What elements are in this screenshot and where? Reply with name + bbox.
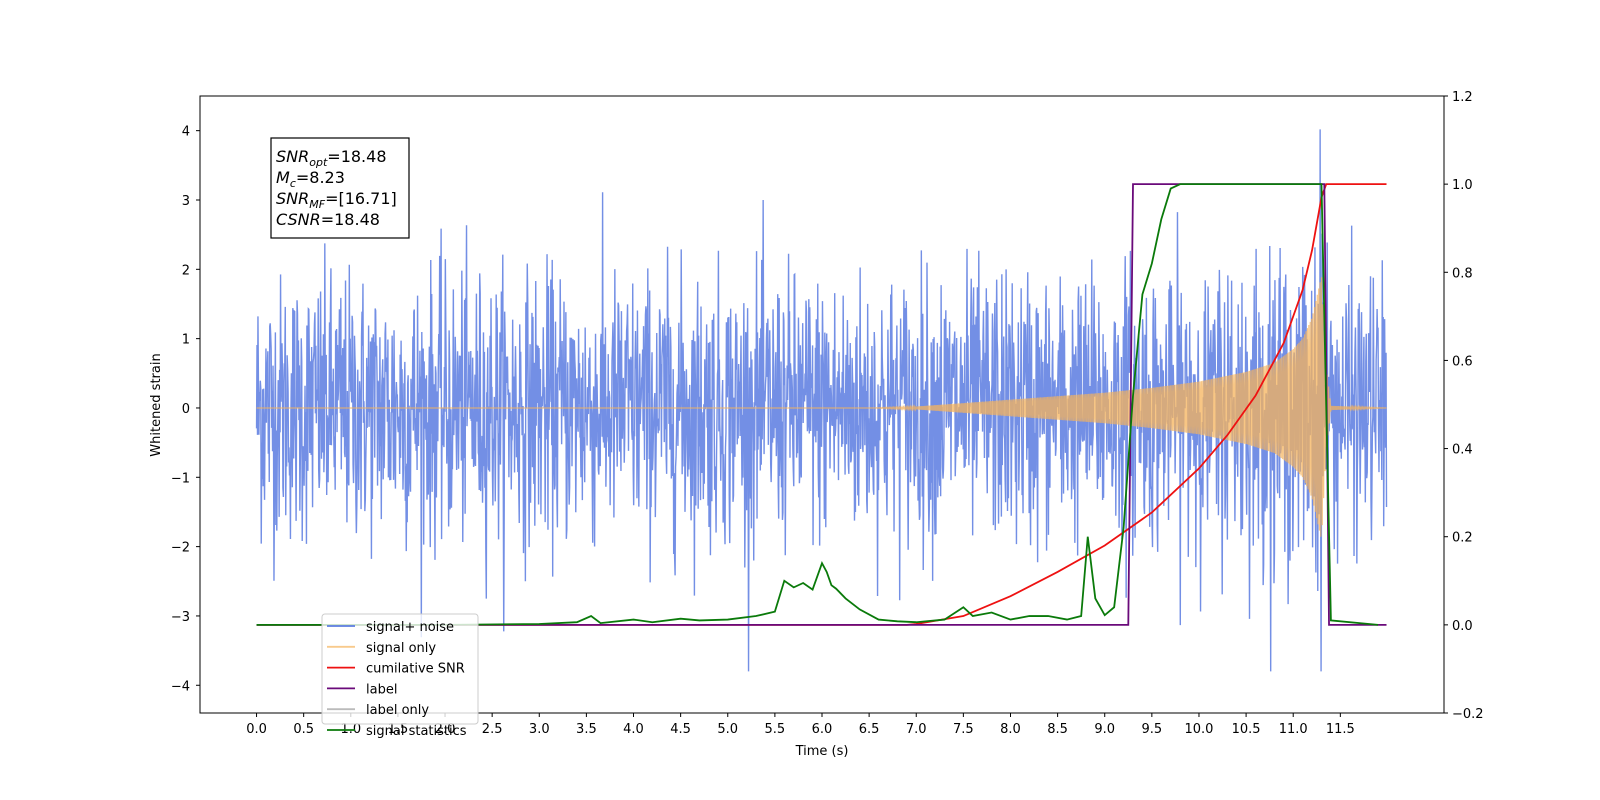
- legend-label: label: [366, 682, 397, 697]
- x-tick-label: 9.0: [1094, 722, 1115, 737]
- y-left-tick-label: −1: [171, 471, 190, 486]
- info-line: CSNR=18.48: [276, 210, 380, 229]
- x-axis-label: Time (s): [795, 744, 849, 759]
- y-left-tick-label: −3: [171, 610, 190, 625]
- y-right-tick-label: 0.0: [1452, 619, 1473, 634]
- x-tick-label: 11.0: [1279, 722, 1308, 737]
- x-tick-label: 8.5: [1047, 722, 1068, 737]
- x-tick-label: 6.0: [812, 722, 833, 737]
- x-tick-label: 7.0: [906, 722, 927, 737]
- y-right-tick-label: 0.8: [1452, 266, 1473, 281]
- x-tick-label: 3.5: [576, 722, 597, 737]
- y-left-tick-label: 4: [182, 125, 190, 140]
- y-axis-label: Whitened strain: [149, 353, 164, 456]
- info-line: SNRMF=[16.71]: [276, 189, 397, 211]
- y-right-tick-label: 0.2: [1452, 531, 1473, 546]
- x-tick-label: 2.5: [482, 722, 503, 737]
- series-signal-plus-noise: [255, 129, 1388, 672]
- y-right-tick-label: 1.0: [1452, 178, 1473, 193]
- y-right-tick-label: 0.4: [1452, 443, 1473, 458]
- x-tick-label: 0.0: [246, 722, 267, 737]
- x-tick-label: 3.0: [529, 722, 550, 737]
- snr-info-box: SNRopt=18.48Mc=8.23SNRMF=[16.71]CSNR=18.…: [270, 137, 410, 239]
- y-right-tick-label: 0.6: [1452, 354, 1473, 369]
- y-left-tick-label: 1: [182, 333, 190, 348]
- info-box-frame: [270, 137, 410, 239]
- legend-label: signal only: [366, 641, 436, 656]
- info-line: Mc=8.23: [276, 168, 345, 190]
- y-left-tick-label: 0: [182, 402, 190, 417]
- legend-label: signal statistics: [366, 724, 467, 739]
- x-tick-label: 0.5: [293, 722, 314, 737]
- x-tick-label: 5.5: [765, 722, 786, 737]
- x-tick-label: 5.0: [717, 722, 738, 737]
- legend-label: signal+ noise: [366, 620, 454, 635]
- plot-area: [255, 129, 1388, 672]
- y-left-tick-label: −4: [171, 679, 190, 694]
- legend-label: label only: [366, 703, 429, 718]
- series-signal-only: [256, 277, 1387, 537]
- x-tick-label: 4.0: [623, 722, 644, 737]
- y-left-tick-label: −2: [171, 541, 190, 556]
- x-tick-label: 9.5: [1142, 722, 1163, 737]
- series-signal-statistics: [256, 183, 1379, 626]
- x-tick-label: 10.5: [1232, 722, 1261, 737]
- x-tick-label: 8.0: [1000, 722, 1021, 737]
- x-tick-label: 6.5: [859, 722, 880, 737]
- x-tick-label: 1.5: [388, 722, 409, 737]
- y-left-tick-label: 2: [182, 263, 190, 278]
- x-tick-label: 4.5: [670, 722, 691, 737]
- y-right-tick-label: −0.2: [1452, 707, 1484, 722]
- x-tick-label: 11.5: [1326, 722, 1355, 737]
- x-tick-label: 10.0: [1184, 722, 1213, 737]
- series-cumulative-snr: [256, 183, 1387, 626]
- legend-label: cumilative SNR: [366, 662, 465, 677]
- legend-frame: [321, 613, 479, 725]
- info-line: SNRopt=18.48: [276, 147, 387, 169]
- y-right-tick-label: 1.2: [1452, 90, 1473, 105]
- axis-ticks: 0.0 0.5 1.0 1.5 2.0 2.5 3.0 3.5 4.0 4.5 5.0 5.5 6.0 6…: [171, 90, 1484, 737]
- y-left-tick-label: 3: [182, 194, 190, 209]
- x-tick-label: 2.0: [435, 722, 456, 737]
- x-tick-label: 7.5: [953, 722, 974, 737]
- legend: signal+ noise signal only cumilative SNR la…: [321, 613, 479, 739]
